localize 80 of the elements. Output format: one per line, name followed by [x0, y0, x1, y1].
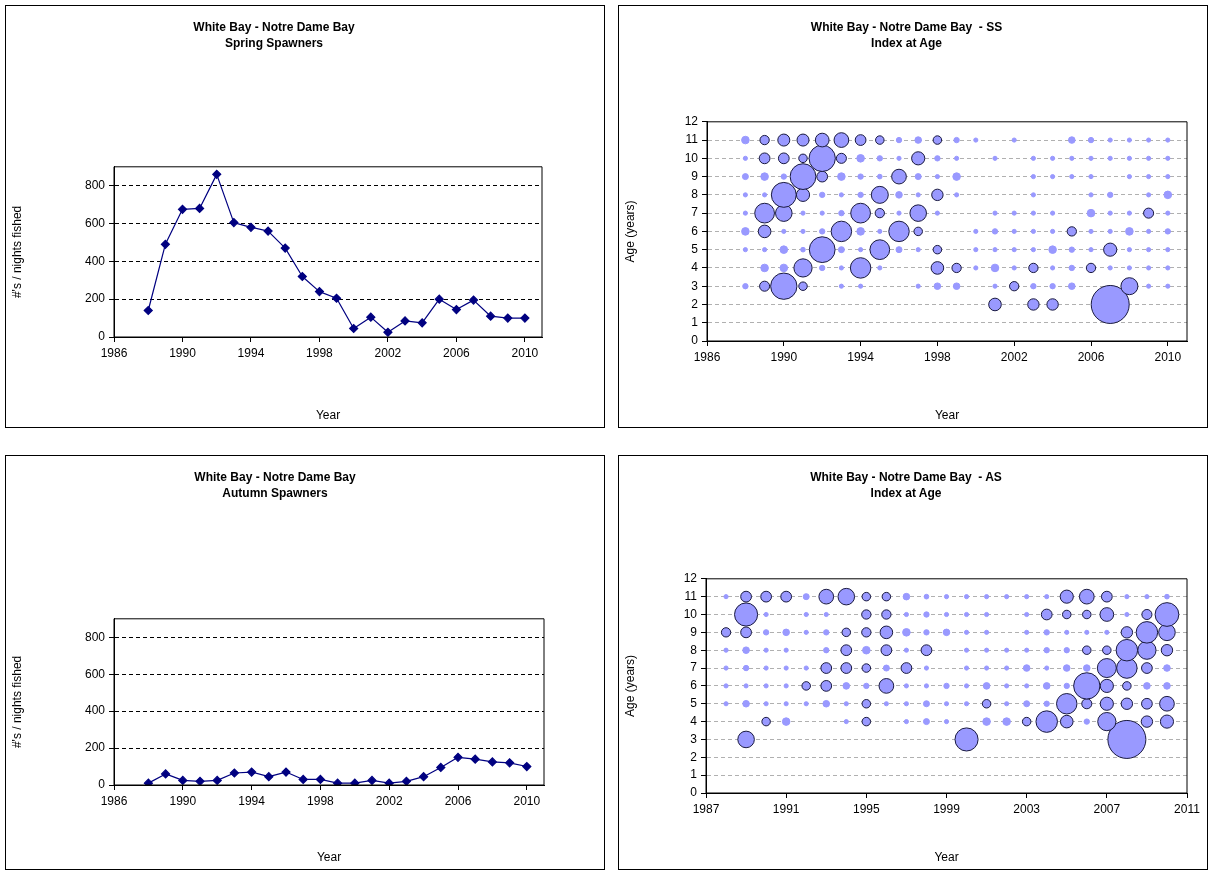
y-tick-label: 11 — [684, 588, 698, 603]
x-tick-label: 2002 — [374, 345, 402, 360]
x-axis-title: Year — [316, 850, 342, 865]
y-tick-label: 8 — [690, 642, 698, 657]
y-tick-label: 800 — [84, 178, 106, 193]
x-tick-label: 1999 — [933, 801, 961, 816]
x-tick-label: 2010 — [513, 793, 541, 808]
y-tick-label: 400 — [84, 253, 106, 268]
x-tick-label: 2011 — [1174, 801, 1201, 816]
y-tick-label: 9 — [691, 168, 699, 183]
x-tick-label: 1987 — [692, 801, 720, 816]
y-tick-label: 1 — [691, 315, 699, 330]
chart-title: White Bay - Notre Dame Bay - AS — [810, 469, 1002, 484]
y-tick-label: 0 — [98, 329, 106, 344]
y-tick-label: 200 — [84, 740, 106, 755]
y-tick-label: 10 — [683, 606, 698, 621]
y-tick-label: 600 — [84, 666, 106, 681]
x-tick-label: 1986 — [100, 345, 128, 360]
y-tick-label: 3 — [690, 731, 698, 746]
x-tick-label: 2003 — [1013, 801, 1041, 816]
x-tick-label: 1994 — [847, 349, 875, 364]
x-tick-label: 1998 — [307, 793, 335, 808]
y-axis-title: Age (years) — [622, 654, 637, 717]
x-axis-title: Year — [315, 408, 341, 423]
y-tick-label: 4 — [690, 713, 698, 728]
x-tick-label: 1990 — [770, 349, 798, 364]
x-tick-label: 1986 — [100, 793, 128, 808]
y-tick-label: 8 — [691, 187, 699, 202]
x-tick-label: 2010 — [511, 345, 539, 360]
y-tick-label: 1 — [690, 767, 698, 782]
x-tick-label: 2006 — [444, 793, 472, 808]
y-axis-title: #'s / nights fished — [9, 655, 24, 749]
y-tick-label: 10 — [684, 150, 699, 165]
chart-subtitle: Index at Age — [870, 485, 942, 500]
x-tick-label: 2006 — [443, 345, 471, 360]
chart-title: White Bay - Notre Dame Bay — [194, 469, 357, 484]
y-tick-label: 5 — [690, 696, 698, 711]
y-tick-label: 11 — [685, 132, 699, 147]
x-tick-label: 2006 — [1077, 349, 1105, 364]
y-tick-label: 0 — [690, 785, 698, 800]
y-tick-label: 6 — [691, 223, 699, 238]
y-tick-label: 5 — [691, 241, 699, 256]
chart-subtitle: Autumn Spawners — [222, 485, 328, 500]
y-tick-label: 600 — [84, 215, 106, 230]
y-tick-label: 3 — [691, 278, 699, 293]
x-tick-label: 1986 — [693, 349, 721, 364]
x-tick-label: 2010 — [1154, 349, 1182, 364]
y-tick-label: 800 — [84, 629, 106, 644]
y-tick-label: 7 — [691, 205, 699, 220]
y-tick-label: 7 — [690, 660, 698, 675]
x-tick-label: 1995 — [852, 801, 880, 816]
y-tick-label: 9 — [690, 624, 698, 639]
y-tick-label: 0 — [98, 777, 106, 792]
y-tick-label: 12 — [684, 114, 699, 129]
y-tick-label: 12 — [683, 571, 698, 586]
y-tick-label: 2 — [691, 296, 699, 311]
x-tick-label: 2002 — [1000, 349, 1028, 364]
y-tick-label: 200 — [84, 291, 106, 306]
y-tick-label: 0 — [691, 333, 699, 348]
x-axis-title: Year — [934, 850, 959, 865]
x-tick-label: 1990 — [169, 793, 197, 808]
x-tick-label: 1991 — [772, 801, 800, 816]
x-tick-label: 1990 — [169, 345, 197, 360]
x-tick-label: 1998 — [306, 345, 334, 360]
chart-subtitle: Spring Spawners — [224, 35, 324, 50]
y-tick-label: 2 — [690, 749, 698, 764]
x-axis-title: Year — [934, 408, 960, 423]
x-tick-label: 2002 — [375, 793, 403, 808]
y-tick-label: 400 — [84, 703, 106, 718]
y-axis-title: #'s / nights fished — [9, 205, 24, 299]
chart-subtitle: Index at Age — [871, 35, 943, 50]
x-tick-label: 1994 — [238, 793, 266, 808]
x-tick-label: 1998 — [924, 349, 952, 364]
y-tick-label: 4 — [691, 260, 699, 275]
chart-title: White Bay - Notre Dame Bay - SS — [810, 19, 1003, 34]
chart-title: White Bay - Notre Dame Bay — [193, 19, 356, 34]
y-tick-label: 6 — [690, 678, 698, 693]
x-tick-label: 1994 — [237, 345, 265, 360]
y-axis-title: Age (years) — [622, 200, 637, 263]
x-tick-label: 2007 — [1093, 801, 1121, 816]
